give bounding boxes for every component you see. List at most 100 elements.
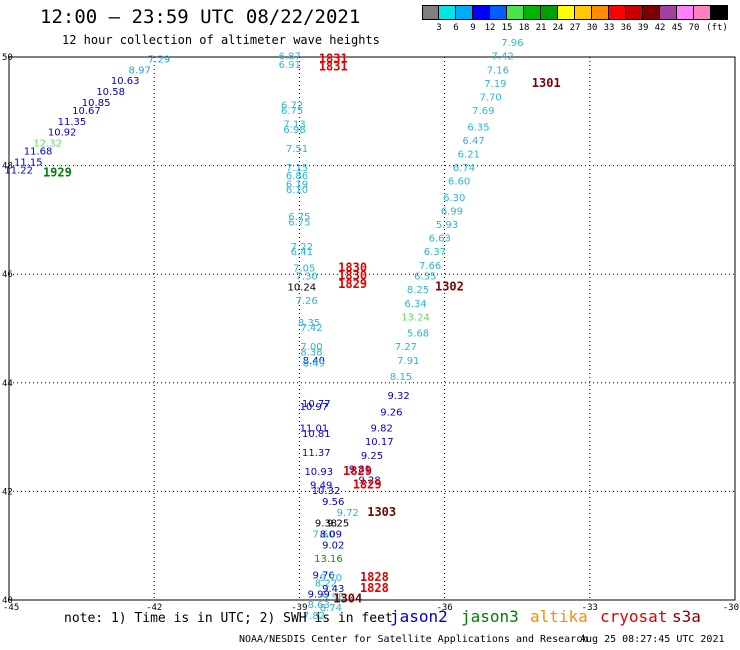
- pass-time-label: 1303: [367, 505, 396, 519]
- legend-label: 15: [501, 23, 513, 33]
- legend-swatch: [592, 5, 609, 20]
- wave-height-label: 6.35: [414, 272, 436, 283]
- wave-height-label: 10.32: [312, 486, 341, 497]
- x-tick-label: -36: [436, 603, 452, 613]
- legend-swatch: [507, 5, 524, 20]
- wave-height-label: 9.56: [322, 497, 344, 508]
- wave-height-label: 5.68: [407, 329, 429, 340]
- wave-height-label: 11.35: [58, 117, 87, 128]
- wave-height-label: 6.98: [283, 125, 305, 136]
- wave-height-label: 6.87: [279, 52, 301, 63]
- wave-height-label: 9.72: [337, 508, 359, 519]
- legend-swatch: [626, 5, 643, 20]
- wave-height-label: 10.63: [111, 76, 140, 87]
- wave-height-label: 6.74: [453, 163, 475, 174]
- wave-height-label: 7.13: [283, 120, 305, 131]
- pass-time-label: 1830: [338, 269, 367, 283]
- wave-height-label: 7.30: [296, 272, 318, 283]
- x-tick-label: -45: [3, 603, 19, 613]
- legend-swatch: [422, 5, 439, 20]
- legend-label: 6: [453, 23, 459, 33]
- wave-height-label: 7.16: [487, 65, 509, 76]
- wave-height-label: 6.34: [404, 299, 426, 310]
- wave-height-label: 5.93: [436, 220, 458, 231]
- wave-height-label: 7.42: [492, 52, 514, 63]
- wave-height-label: 9.98: [322, 592, 344, 603]
- x-tick-label: -33: [582, 603, 598, 613]
- wave-height-label: 9.28: [358, 475, 380, 486]
- wave-height-label: 10.81: [302, 429, 331, 440]
- legend-swatch: [490, 5, 507, 20]
- legend-label: 3: [436, 23, 442, 33]
- wave-height-label: 9.38: [315, 519, 337, 530]
- wave-height-label: 11.01: [300, 424, 329, 435]
- legend-swatch: [456, 5, 473, 20]
- wave-height-label: 7.00: [300, 342, 322, 353]
- pass-time-label: 1828: [360, 581, 389, 595]
- legend-label: 21: [535, 23, 547, 33]
- pass-time-label: 1304: [333, 592, 362, 606]
- legend-swatch: [643, 5, 660, 20]
- legend-frame: [422, 5, 728, 20]
- wave-height-label: 9.02: [322, 540, 344, 551]
- wave-height-label: 8.09: [320, 530, 342, 541]
- wave-height-label: 9.43: [322, 584, 344, 595]
- wave-height-label: 11.15: [14, 158, 43, 169]
- wave-height-label: 13.24: [401, 312, 430, 323]
- satellite-s3a: s3a: [672, 607, 701, 626]
- satellite-altika: altika: [530, 607, 588, 626]
- pass-time-label: 1828: [360, 570, 389, 584]
- wave-height-label: 10.58: [96, 87, 125, 98]
- legend-swatch: [575, 5, 592, 20]
- wave-height-label: 9.32: [387, 391, 409, 402]
- legend-label: 70: [688, 23, 700, 33]
- wave-height-label: 8.49: [303, 359, 325, 370]
- legend-swatch: [558, 5, 575, 20]
- pass-time-label: 1829: [338, 277, 367, 291]
- wave-height-label: 6.35: [467, 122, 489, 133]
- chart-title: 12:00 — 23:59 UTC 08/22/2021: [40, 6, 361, 28]
- legend-swatch: [439, 5, 456, 20]
- wave-height-label: 10.67: [72, 106, 101, 117]
- wave-height-label: 7.91: [397, 356, 419, 367]
- wave-height-label: 11.37: [302, 448, 331, 459]
- wave-height-label: 7.51: [286, 144, 308, 155]
- wave-height-label: 11.22: [4, 166, 33, 177]
- wave-height-label: 7.96: [501, 38, 523, 49]
- legend-label: 36: [620, 23, 632, 33]
- wave-height-label: 9.81: [349, 464, 371, 475]
- wave-height-label: 8.63: [308, 600, 330, 611]
- pass-time-label: 1301: [532, 76, 561, 90]
- wave-height-label: 9.82: [371, 424, 393, 435]
- wave-height-label: 7.19: [484, 79, 506, 90]
- wave-height-label: 6.63: [429, 234, 451, 245]
- legend-swatch: [694, 5, 711, 20]
- wave-height-label: 8.35: [298, 318, 320, 329]
- pass-time-label: 1831: [319, 60, 348, 74]
- wave-height-label: 10.17: [365, 437, 394, 448]
- y-tick-label: 48: [2, 162, 13, 172]
- wave-height-label: 10.77: [302, 399, 331, 410]
- legend-label: 39: [637, 23, 649, 33]
- wave-height-label: 6.72: [281, 101, 303, 112]
- wave-height-label: 6.19: [286, 179, 308, 190]
- wave-height-label: 6.47: [463, 136, 485, 147]
- wave-height-label: 6.75: [281, 106, 303, 117]
- plot-frame: [8, 56, 736, 601]
- color-scale-legend: 3 6 9 12 15 18 21 24 27 30 33 36 39 42 45 70 (ft): [422, 5, 728, 35]
- legend-swatch: [541, 5, 558, 20]
- wave-height-label: 12.32: [33, 139, 62, 150]
- wave-height-label: 7.42: [300, 323, 322, 334]
- legend-label: 9: [470, 23, 476, 33]
- y-tick-label: 42: [2, 487, 13, 497]
- wave-height-label: 9.26: [380, 407, 402, 418]
- wave-height-label: 9.25: [361, 451, 383, 462]
- wave-height-label: 6.37: [424, 247, 446, 258]
- wave-height-label: 9.49: [310, 481, 332, 492]
- legend-label: 33: [603, 23, 615, 33]
- wave-height-label: 6.99: [441, 206, 463, 217]
- legend-label: 27: [569, 23, 581, 33]
- wave-height-label: 6.10: [286, 185, 308, 196]
- wave-height-label: 6.41: [291, 247, 313, 258]
